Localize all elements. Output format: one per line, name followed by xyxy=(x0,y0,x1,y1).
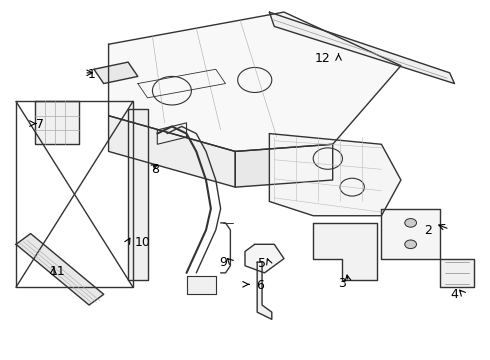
Polygon shape xyxy=(270,12,455,84)
Polygon shape xyxy=(35,102,79,144)
Polygon shape xyxy=(270,134,401,216)
Polygon shape xyxy=(128,109,147,280)
Text: 11: 11 xyxy=(49,265,65,278)
Polygon shape xyxy=(245,244,284,273)
Text: 1: 1 xyxy=(88,68,96,81)
Polygon shape xyxy=(157,123,187,144)
Polygon shape xyxy=(16,234,104,305)
Text: 3: 3 xyxy=(339,277,346,290)
Polygon shape xyxy=(94,62,138,84)
Text: 12: 12 xyxy=(315,52,331,65)
Polygon shape xyxy=(381,208,440,258)
Text: 2: 2 xyxy=(424,224,432,237)
Polygon shape xyxy=(313,223,376,280)
Polygon shape xyxy=(235,144,333,187)
Polygon shape xyxy=(187,276,216,294)
Circle shape xyxy=(405,219,416,227)
Text: 7: 7 xyxy=(36,118,45,131)
Polygon shape xyxy=(109,12,401,152)
Text: 9: 9 xyxy=(219,256,227,269)
Polygon shape xyxy=(440,258,474,287)
Polygon shape xyxy=(109,116,235,187)
Circle shape xyxy=(405,240,416,249)
Polygon shape xyxy=(257,262,272,319)
Text: 4: 4 xyxy=(451,288,459,301)
Text: 8: 8 xyxy=(151,163,159,176)
Text: 10: 10 xyxy=(135,236,150,249)
Text: 6: 6 xyxy=(256,279,264,292)
Text: 5: 5 xyxy=(258,257,266,270)
